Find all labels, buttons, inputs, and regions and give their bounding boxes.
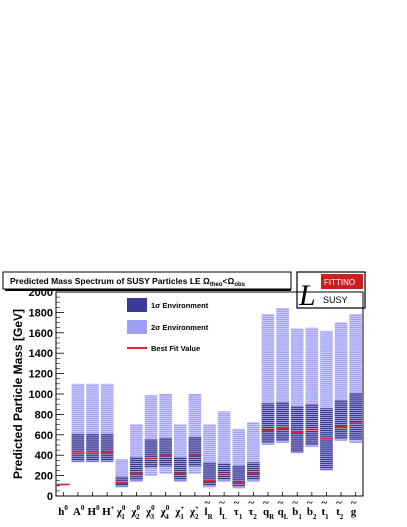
y-tick-label: 2000: [29, 287, 53, 299]
legend-label-sigma2: 2σ Environment: [151, 323, 209, 332]
sigma1-band: [159, 437, 172, 467]
category-label: χ0 3: [145, 504, 155, 521]
bar-A0: [71, 383, 85, 463]
category-tilde: ~: [263, 497, 269, 509]
bar-q̃L: [276, 308, 289, 443]
category-label: A0: [73, 504, 85, 518]
bar-χ2_+: [188, 394, 202, 474]
category-tilde: ~: [321, 497, 327, 509]
bar-b̃2: [305, 327, 319, 448]
logo-top-text: FITTINO: [324, 278, 355, 287]
y-tick-label: 1000: [29, 389, 53, 401]
category-label: b2: [307, 506, 317, 521]
category-tilde: ~: [248, 497, 254, 509]
logo-bottom-text: SUSY: [323, 295, 348, 305]
category-tilde: ~: [219, 497, 225, 509]
y-tick-label: 1200: [29, 369, 53, 381]
sigma1-band: [130, 457, 143, 481]
category-tilde: ~: [234, 497, 240, 509]
bar-ẽL: [217, 411, 231, 482]
bands-layer: [57, 308, 362, 489]
category-labels: h0 A0 H0 H+ χ0 1 χ0 2 χ0 3 χ0 4 χ+ 1 χ+ 2 lR~lL~τ1~τ2~qR…: [58, 497, 356, 521]
category-tilde: ~: [205, 497, 211, 509]
category-label: τ1: [234, 506, 243, 521]
y-tick-label: 1600: [29, 328, 53, 340]
y-tick-label: 0: [47, 491, 53, 503]
y-axis-title: Predicted Particle Mass [GeV]: [11, 309, 25, 479]
bar-τ1: [232, 428, 246, 489]
logo-letter: L: [298, 279, 316, 312]
category-label: τ2: [248, 506, 257, 521]
bar-χ4_0: [159, 394, 172, 474]
category-label: χ0 1: [116, 504, 126, 521]
legend-label-bestfit: Best Fit Value: [151, 344, 200, 353]
bar-q̃R: [261, 314, 275, 445]
bar-τ2: [247, 422, 260, 482]
title-box: Predicted Mass Spectrum of SUSY Particle…: [2, 271, 292, 291]
category-label: χ+ 1: [174, 504, 184, 521]
sigma1-band: [173, 457, 187, 481]
category-label: lR: [205, 506, 214, 521]
bar-χ3_0: [144, 395, 158, 476]
sigma1-band: [276, 402, 289, 441]
fittino-logo: L FITTINO SUSY: [296, 271, 366, 312]
category-label: h0: [58, 504, 68, 518]
bar-g̃: [349, 314, 362, 443]
category-label: g: [351, 506, 357, 518]
legend: 1σ Environment 2σ Environment Best Fit V…: [121, 294, 241, 362]
legend-label-sigma1: 1σ Environment: [151, 301, 209, 310]
y-tick-label: 1400: [29, 348, 53, 360]
category-label: χ0 2: [130, 504, 140, 521]
category-label: H+: [102, 504, 115, 518]
bar-χ2_0: [130, 424, 143, 482]
category-label: b1: [292, 506, 302, 521]
category-tilde: ~: [292, 497, 298, 509]
bar-ẽR: [203, 424, 216, 488]
chart-title: Predicted Mass Spectrum of SUSY Particle…: [10, 276, 246, 288]
category-label: qR: [263, 506, 275, 521]
category-tilde: ~: [336, 497, 342, 509]
legend-swatch-sigma1: [127, 298, 147, 312]
bar-H0: [86, 383, 99, 463]
y-tick-label: 600: [35, 430, 53, 442]
legend-swatch-sigma2: [127, 320, 147, 334]
category-tilde: ~: [278, 497, 284, 509]
bestfit-layer: [57, 422, 362, 486]
sigma1-band: [188, 436, 202, 467]
category-label: H0: [88, 504, 101, 518]
bar-χ1_+: [173, 424, 187, 482]
category-tilde: ~: [351, 497, 357, 509]
category-label: χ+ 2: [189, 504, 199, 521]
bar-t̃2: [334, 322, 348, 441]
category-label: qL: [278, 506, 289, 521]
bar-H+: [100, 383, 114, 463]
category-label: lL: [219, 506, 227, 521]
y-tick-label: 200: [35, 471, 53, 483]
category-label: χ0 4: [160, 504, 170, 521]
bar-t̃1: [320, 330, 333, 471]
sigma1-band: [203, 462, 216, 486]
sigma1-band: [247, 462, 260, 480]
sigma1-band: [334, 400, 348, 439]
category-label: t2: [336, 506, 344, 521]
category-label: t1: [321, 506, 329, 521]
bar-b̃1: [290, 328, 304, 454]
y-tick-label: 400: [35, 450, 53, 462]
y-tick-label: 800: [35, 409, 53, 421]
y-tick-label: 1800: [29, 307, 53, 319]
category-tilde: ~: [307, 497, 313, 509]
axis-layer: 0 200 400 600 800 1000 1200 1400 1600 1800 2000: [29, 287, 357, 503]
